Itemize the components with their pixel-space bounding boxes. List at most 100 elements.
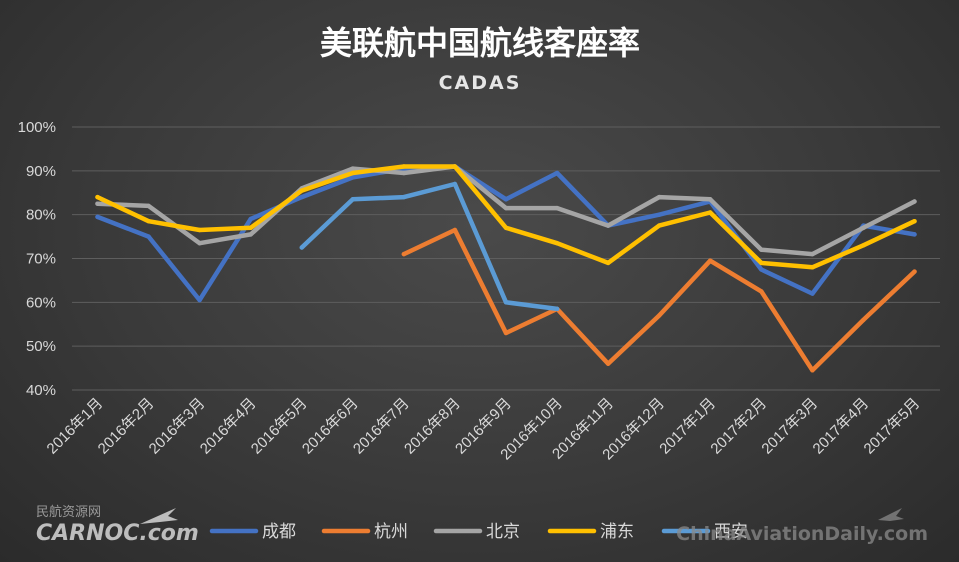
data-point <box>350 170 355 176</box>
data-point <box>503 205 509 211</box>
series-2 <box>401 227 917 373</box>
chart-title: 美联航中国航线客座率 <box>320 24 640 62</box>
data-point <box>554 241 560 246</box>
data-point <box>401 251 407 257</box>
legend-label: 杭州 <box>374 522 408 542</box>
data-point <box>657 223 662 228</box>
data-point <box>554 170 560 176</box>
data-point <box>146 203 151 209</box>
watermarks: 民航资源网 CARNOC.com ChinaAviationDaily.com <box>36 504 928 546</box>
data-point <box>759 289 764 294</box>
data-point <box>197 297 202 303</box>
data-point <box>95 194 100 200</box>
legend-item: 北京 <box>433 522 520 542</box>
data-point <box>605 223 611 228</box>
watermark-logo: CARNOC.com <box>36 521 199 546</box>
data-point <box>248 216 253 222</box>
data-point <box>861 243 866 248</box>
data-point <box>912 219 917 224</box>
data-point <box>95 214 100 220</box>
series-5 <box>299 181 560 312</box>
data-point <box>554 205 560 211</box>
data-point <box>759 247 764 252</box>
legend: 成都 杭州 北京 浦东 西安 <box>209 522 748 542</box>
data-point <box>503 300 509 305</box>
data-point <box>759 267 764 272</box>
data-point <box>299 194 304 200</box>
legend-label: 西安 <box>714 522 748 542</box>
legend-item: 浦东 <box>547 522 634 542</box>
data-point <box>350 175 355 180</box>
data-point <box>912 199 917 204</box>
data-point <box>657 212 662 217</box>
data-point <box>452 181 458 187</box>
data-point <box>657 194 662 200</box>
data-point <box>248 225 253 230</box>
chart-subtitle: CADAS <box>439 72 522 94</box>
data-point <box>708 258 713 263</box>
legend-item: 西安 <box>661 522 748 542</box>
grid <box>72 126 940 391</box>
plane-logo-icon <box>140 508 178 524</box>
legend-label: 浦东 <box>600 522 634 542</box>
data-point <box>452 227 458 233</box>
data-point <box>503 197 509 202</box>
series-line <box>299 181 560 312</box>
data-point <box>810 368 815 373</box>
data-point <box>708 210 713 215</box>
data-point <box>452 164 458 169</box>
series-4 <box>95 164 917 270</box>
y-tick-label: 70% <box>26 251 56 268</box>
data-point <box>605 260 611 266</box>
x-tick-label: 2017年5月 <box>861 395 924 458</box>
data-point <box>146 234 151 239</box>
data-point <box>146 219 151 224</box>
data-point <box>503 225 509 230</box>
y-tick-label: 50% <box>26 338 56 355</box>
data-point <box>657 313 662 318</box>
data-point <box>299 245 304 250</box>
data-point <box>197 241 202 246</box>
data-point <box>708 197 713 202</box>
data-point <box>350 197 355 202</box>
plot-area <box>95 164 917 373</box>
series-line <box>401 227 917 373</box>
legend-item: 成都 <box>209 522 296 542</box>
data-point <box>401 194 407 200</box>
y-tick-label: 100% <box>18 119 56 136</box>
data-point <box>861 317 866 323</box>
series-1 <box>95 164 917 303</box>
data-point <box>401 164 407 169</box>
data-point <box>810 291 815 296</box>
data-point <box>350 166 355 171</box>
y-tick-label: 60% <box>26 294 56 311</box>
legend-item: 杭州 <box>321 522 408 542</box>
data-point <box>248 232 253 237</box>
watermark-right: ChinaAviationDaily.com <box>676 523 928 545</box>
data-point <box>810 265 815 270</box>
y-axis: 40% 50% 60% 70% 80% 90% 100% <box>18 119 56 399</box>
data-point <box>197 227 202 233</box>
series-3 <box>95 164 917 257</box>
data-point <box>605 361 611 366</box>
data-point <box>95 201 100 206</box>
data-point <box>912 269 917 274</box>
y-tick-label: 90% <box>26 163 56 180</box>
x-axis: 2016年1月2016年2月2016年3月2016年4月2016年5月2016年… <box>44 395 924 464</box>
data-point <box>503 330 509 336</box>
data-point <box>861 225 866 230</box>
y-tick-label: 40% <box>26 382 56 399</box>
data-point <box>401 170 407 176</box>
series-line <box>95 164 917 303</box>
y-tick-label: 80% <box>26 207 56 224</box>
data-point <box>299 188 304 193</box>
plane-right-icon <box>878 508 904 521</box>
data-point <box>810 251 815 257</box>
watermark-cn: 民航资源网 <box>36 504 101 520</box>
data-point <box>912 232 917 237</box>
data-point <box>759 260 764 266</box>
legend-label: 北京 <box>486 522 520 542</box>
legend-label: 成都 <box>262 522 296 542</box>
